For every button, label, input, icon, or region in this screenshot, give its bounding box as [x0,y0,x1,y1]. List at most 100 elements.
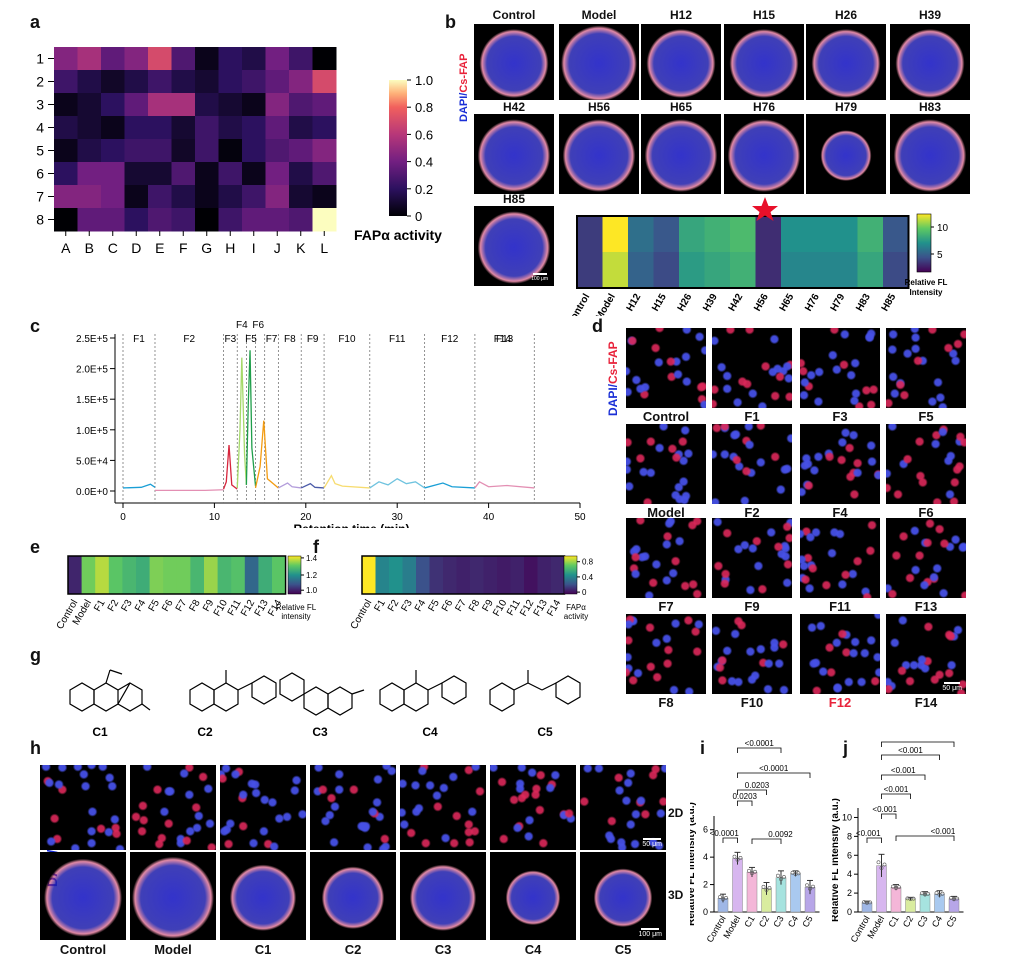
x-tick-label: 0 [120,512,126,523]
chromatogram-trace [154,489,224,492]
scale-bar: 50 μm [942,682,962,692]
col-label: F [179,240,188,256]
panel-b-cb-tick-10: 10 [937,223,949,234]
image-caption: H83 [918,100,941,114]
chromatogram-trace [424,482,475,489]
heatmap-cell [242,116,266,140]
y-tick-label: 6 [847,850,852,860]
heatmap-cell [312,47,337,71]
heat-category-label: H39 [701,292,720,314]
heatmap-cell [176,556,191,594]
heatmap-cell [312,139,337,163]
data-point [747,868,751,873]
x-tick-label: 40 [483,512,495,523]
p-value-label: <0.001 [891,766,916,775]
image-caption: Control [59,942,107,957]
data-point [779,877,783,881]
heatmap-cell [755,216,782,253]
heatmap-cell [416,556,430,594]
heatmap-cell [577,216,603,253]
micrograph-f6 [886,424,966,504]
heatmap-cell [217,556,232,594]
heatmap-cell [54,116,78,140]
p-value-label: <0.0001 [710,829,740,838]
image-caption: H79 [834,100,857,114]
heatmap-cell [54,208,78,232]
panel-label-e: e [30,537,41,557]
colorbar-tick: 1.0 [306,586,318,595]
panel-b-cb-label-1: Relative FL [905,278,948,287]
heatmap-cell [551,556,565,594]
heatmap-cell [77,93,102,117]
heat-category-label: H85 [880,292,899,314]
heatmap-cell [148,162,172,186]
micrograph-h76 [724,114,804,194]
compound-label: C5 [537,725,553,739]
fraction-label: F11 [389,334,406,345]
y-tick-label: 2 [703,880,708,890]
heatmap-cell [101,139,125,163]
compound-label: C3 [312,725,328,739]
heatmap-cell [832,216,858,253]
heat-category-label: F2 [106,598,122,614]
heatmap-cell [602,252,629,289]
panel-b-heatmap: Control Model H12 H15 H26 H39 H42 H56 H65 H76 H79 H… [565,213,949,316]
heatmap-cell [195,162,219,186]
category-label: C2 [901,914,915,929]
p-value-label: <0.001 [931,827,956,836]
micrograph-2d-c4 [490,765,576,850]
heatmap-cell [456,556,471,594]
scale-bar: 100 μm [639,928,662,938]
heatmap-cell [781,216,807,253]
col-label: C [108,240,118,256]
heat-category-label: F7 [453,598,469,614]
heat-category-label: Model [594,292,618,316]
panel-f-cb-label-1: FAPα [566,603,586,612]
data-point [876,860,881,865]
image-caption: H42 [502,100,525,114]
heatmap-cell [781,252,807,289]
heatmap-cell [54,185,78,209]
p-value-label: <0.001 [898,746,923,755]
data-point [868,900,872,905]
stain-csfap: Cs-FAP [606,341,620,384]
x-tick-label: 10 [209,512,221,523]
heatmap-cell [190,556,205,594]
compound-label: C4 [422,725,438,739]
col-label: K [296,240,306,256]
heatmap-cell [857,216,884,253]
colorbar-tick: 1.2 [306,571,318,580]
heat-category-label: H42 [727,292,746,314]
y-tick-label: 1.0E+5 [76,426,108,437]
data-point [738,855,743,860]
x-tick-label: 50 [574,512,586,523]
heat-category-label: Control [565,292,592,316]
scale-bar-label: 100 μm [531,276,548,282]
fraction-label: F12 [441,334,459,345]
heatmap-cell [312,93,337,117]
structure-c4 [379,670,467,712]
heatmap-cell [171,139,196,163]
heatmap-cell [68,556,82,594]
micrograph-2d-c5: 50 μm [580,765,666,850]
heatmap-cell [77,139,102,163]
panel-e-colorbar [287,555,302,595]
micrograph-control [626,328,706,408]
heatmap-cell [54,139,78,163]
heatmap-cell [171,116,196,140]
col-label: I [252,240,256,256]
heatmap-cell [195,93,219,117]
col-label: H [225,240,235,256]
heatmap-cell [679,252,705,289]
y-tick-label: 2.5E+5 [76,334,108,345]
colorbar-tick: 0.4 [415,155,433,170]
heatmap-cell [679,216,705,253]
y-tick-label: 10 [842,812,852,822]
heatmap-cell [101,185,125,209]
heatmap-cell [77,208,102,232]
panel-e-cb-label-1: Relative FL [276,603,317,612]
heatmap-cell [265,208,290,232]
data-point [891,884,895,889]
heatmap-cell [402,556,417,594]
heatmap-cell [95,556,110,594]
